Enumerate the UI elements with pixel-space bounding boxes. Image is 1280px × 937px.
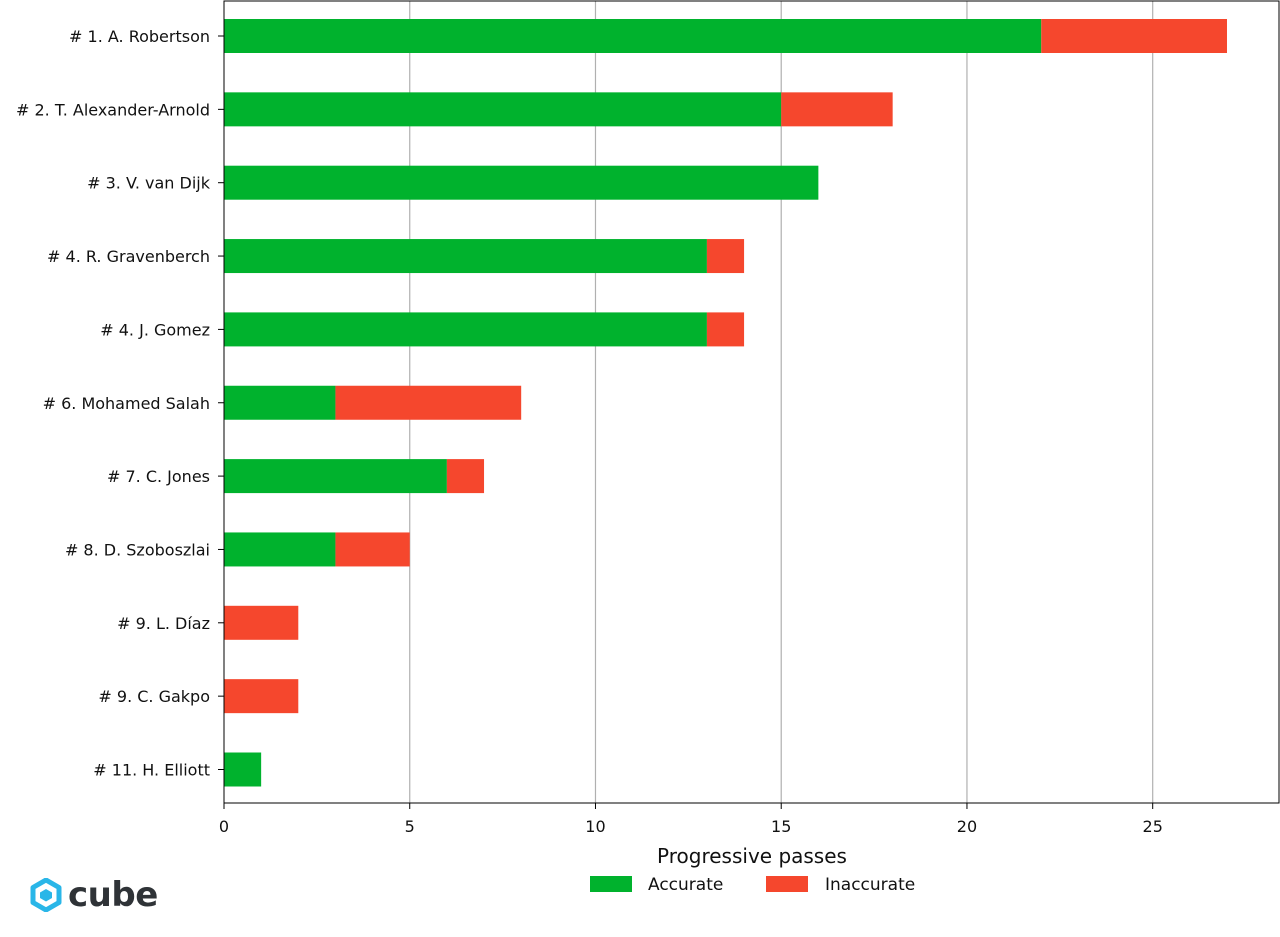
bar-inaccurate	[1041, 19, 1227, 53]
brand-name: cube	[68, 875, 158, 915]
grid-lines	[409, 1, 1154, 803]
bar-inaccurate	[224, 679, 299, 714]
y-tick-label: # 8. D. Szoboszlai	[65, 540, 210, 559]
y-tick-label: # 6. Mohamed Salah	[43, 394, 210, 413]
legend-label-accurate: Accurate	[648, 875, 723, 895]
legend-swatch-accurate	[590, 876, 632, 892]
x-axis-label: Progressive passes	[657, 844, 847, 868]
bar-accurate	[224, 92, 782, 127]
bars	[224, 19, 1227, 787]
x-tick-label: 0	[219, 817, 229, 836]
y-tick-label: # 9. C. Gakpo	[98, 687, 210, 706]
x-tick-label: 10	[585, 817, 605, 836]
bar-inaccurate	[781, 92, 893, 127]
y-tick-label: # 4. J. Gomez	[100, 320, 210, 339]
y-tick-label: # 11. H. Elliott	[93, 761, 210, 780]
bar-inaccurate	[335, 532, 410, 567]
x-tick-label: 15	[771, 817, 791, 836]
bar-accurate	[224, 19, 1042, 53]
y-tick-label: # 3. V. van Dijk	[87, 174, 211, 193]
bar-accurate	[224, 165, 819, 200]
bar-accurate	[224, 385, 336, 420]
bar-accurate	[224, 752, 262, 787]
bar-inaccurate	[335, 385, 522, 420]
legend-label-inaccurate: Inaccurate	[825, 875, 915, 895]
legend: Accurate Inaccurate	[590, 875, 915, 895]
y-tick-label: # 1. A. Robertson	[69, 27, 210, 46]
bar-inaccurate	[706, 239, 745, 274]
bar-accurate	[224, 312, 707, 347]
bar-inaccurate	[446, 459, 485, 494]
y-tick-label: # 7. C. Jones	[107, 467, 210, 486]
plot-frame	[223, 0, 1280, 804]
bar-inaccurate	[706, 312, 745, 347]
bar-accurate	[224, 532, 336, 567]
bar-inaccurate	[224, 605, 299, 640]
y-tick-labels: # 1. A. Robertson # 2. T. Alexander-Arnol…	[16, 27, 224, 780]
y-tick-label: # 4. R. Gravenberch	[47, 247, 210, 266]
cube-logo-icon	[30, 878, 62, 912]
x-tick-label: 20	[957, 817, 977, 836]
x-tick-label: 5	[405, 817, 415, 836]
x-tick-labels: 0 5 10 15 20 25	[219, 803, 1163, 836]
legend-swatch-inaccurate	[766, 876, 808, 892]
y-tick-label: # 9. L. Díaz	[117, 614, 210, 633]
x-tick-label: 25	[1143, 817, 1163, 836]
bar-accurate	[224, 459, 447, 494]
bar-accurate	[224, 239, 707, 274]
y-tick-label: # 2. T. Alexander-Arnold	[16, 100, 210, 119]
brand: cube	[30, 878, 158, 912]
